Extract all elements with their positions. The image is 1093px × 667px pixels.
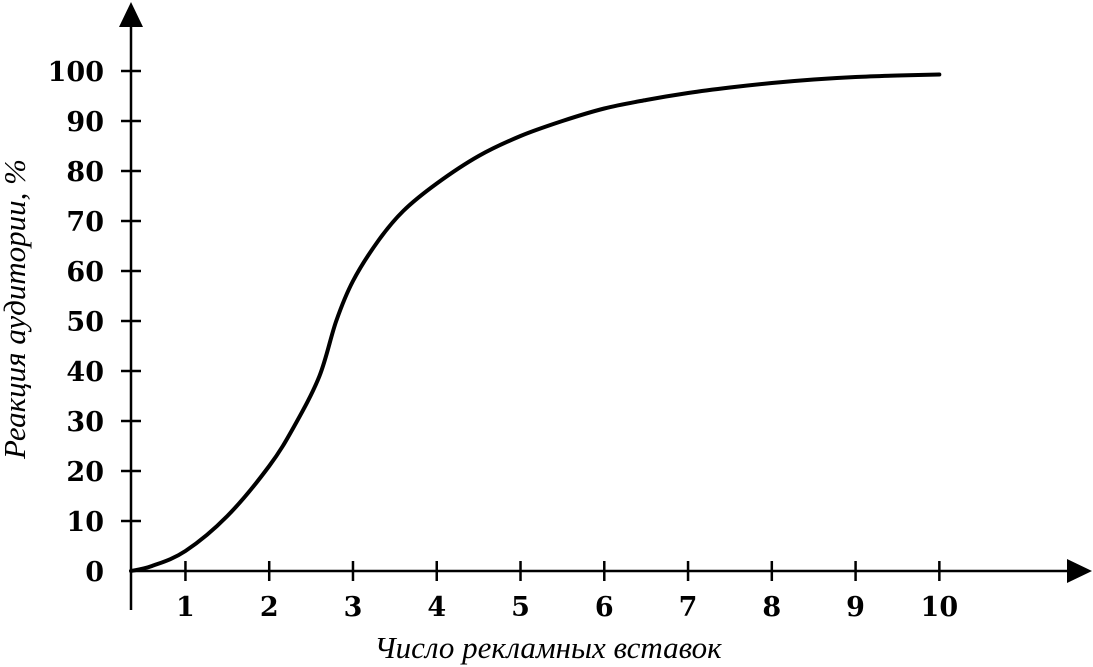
x-tick-label: 1 <box>176 592 195 623</box>
y-ticks: 0 10 20 30 40 50 60 70 80 90 100 <box>48 57 141 588</box>
x-axis-arrow <box>1067 559 1092 583</box>
x-tick-label: 2 <box>260 592 279 623</box>
x-tick-label: 8 <box>762 592 781 623</box>
series-line <box>129 72 942 573</box>
x-tick-label: 4 <box>427 592 446 623</box>
x-axis-label: Число рекламных вставок <box>374 630 722 665</box>
x-tick-label: 9 <box>846 592 865 623</box>
axes <box>119 2 1092 610</box>
y-tick-label: 40 <box>66 357 104 388</box>
y-tick-label: 100 <box>48 57 104 88</box>
y-tick-label: 60 <box>66 257 104 288</box>
series-group <box>129 72 942 573</box>
x-tick-label: 5 <box>511 592 530 623</box>
y-tick-label: 10 <box>66 507 104 538</box>
y-tick-label: 20 <box>66 457 104 488</box>
y-axis-label: Реакция аудитории, % <box>0 159 32 460</box>
y-tick-label: 70 <box>66 207 104 238</box>
x-ticks: 1 2 3 4 5 6 7 8 9 10 <box>176 561 958 623</box>
x-tick-label: 3 <box>344 592 363 623</box>
y-tick-label: 0 <box>85 557 104 588</box>
y-tick-label: 90 <box>66 107 104 138</box>
y-tick-label: 80 <box>66 157 104 188</box>
y-tick-label: 50 <box>66 307 104 338</box>
y-axis-arrow <box>119 2 143 27</box>
y-tick-label: 30 <box>66 407 104 438</box>
x-tick-label: 10 <box>921 592 959 623</box>
x-tick-label: 7 <box>679 592 698 623</box>
x-tick-label: 6 <box>595 592 614 623</box>
